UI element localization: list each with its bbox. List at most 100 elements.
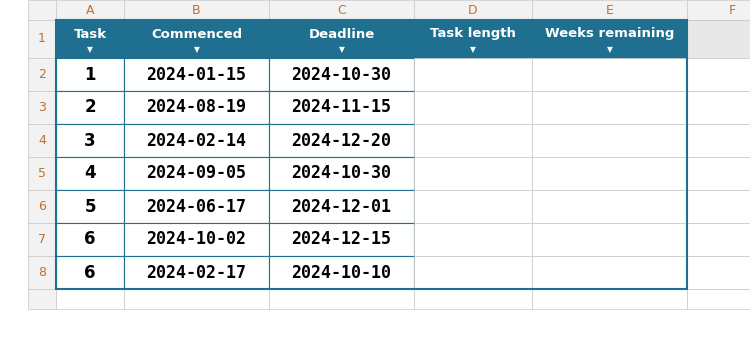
Bar xyxy=(687,20,750,58)
Bar xyxy=(687,190,750,223)
Text: 6: 6 xyxy=(84,264,96,282)
Bar xyxy=(269,91,414,124)
Bar xyxy=(687,289,750,309)
Bar xyxy=(414,157,532,190)
Bar xyxy=(56,20,687,289)
Text: 4: 4 xyxy=(38,134,46,147)
Text: F: F xyxy=(729,3,736,17)
Bar xyxy=(414,256,532,289)
Bar xyxy=(28,289,56,309)
Bar xyxy=(414,289,532,309)
Bar xyxy=(269,58,414,91)
Bar xyxy=(414,91,532,124)
Bar xyxy=(414,223,532,256)
Text: 2024-09-05: 2024-09-05 xyxy=(146,165,247,183)
Text: ▼: ▼ xyxy=(607,45,613,54)
Bar xyxy=(56,91,124,124)
Bar xyxy=(56,58,124,91)
Bar xyxy=(414,190,532,223)
Bar xyxy=(687,124,750,157)
Bar xyxy=(532,0,687,20)
Text: 3: 3 xyxy=(38,101,46,114)
Text: 2024-06-17: 2024-06-17 xyxy=(146,198,247,216)
Bar xyxy=(269,20,414,58)
Text: 5: 5 xyxy=(84,198,96,216)
Bar xyxy=(687,223,750,256)
Bar xyxy=(124,124,269,157)
Bar xyxy=(269,223,414,256)
Bar xyxy=(56,256,124,289)
Bar xyxy=(269,190,414,223)
Bar xyxy=(269,256,414,289)
Bar xyxy=(532,190,687,223)
Bar xyxy=(687,91,750,124)
Text: Deadline: Deadline xyxy=(308,28,375,40)
Text: 6: 6 xyxy=(84,231,96,249)
Text: Task: Task xyxy=(74,28,106,40)
Text: C: C xyxy=(338,3,346,17)
Bar xyxy=(56,0,124,20)
Text: B: B xyxy=(192,3,201,17)
Bar xyxy=(124,256,269,289)
Text: E: E xyxy=(605,3,613,17)
Text: 7: 7 xyxy=(38,233,46,246)
Bar xyxy=(687,256,750,289)
Text: 1: 1 xyxy=(84,66,96,84)
Bar xyxy=(56,157,124,190)
Text: Task length: Task length xyxy=(430,28,516,40)
Bar xyxy=(56,223,124,256)
Text: ▼: ▼ xyxy=(194,45,200,54)
Bar xyxy=(124,0,269,20)
Text: 2: 2 xyxy=(84,99,96,117)
Text: 2024-02-17: 2024-02-17 xyxy=(146,264,247,282)
Text: 2024-11-15: 2024-11-15 xyxy=(292,99,392,117)
Bar xyxy=(532,157,687,190)
Bar xyxy=(124,223,269,256)
Bar xyxy=(124,289,269,309)
Text: ▼: ▼ xyxy=(338,45,344,54)
Text: Commenced: Commenced xyxy=(151,28,242,40)
Text: 2024-12-01: 2024-12-01 xyxy=(292,198,392,216)
Text: ▼: ▼ xyxy=(470,45,476,54)
Bar xyxy=(687,0,750,20)
Bar xyxy=(28,223,56,256)
Bar xyxy=(532,289,687,309)
Bar xyxy=(687,157,750,190)
Bar xyxy=(532,223,687,256)
Bar xyxy=(124,91,269,124)
Bar xyxy=(124,58,269,91)
Bar xyxy=(269,124,414,157)
Bar xyxy=(414,58,532,91)
Text: 2024-12-15: 2024-12-15 xyxy=(292,231,392,249)
Text: D: D xyxy=(468,3,478,17)
Bar xyxy=(532,20,687,58)
Bar xyxy=(28,20,56,58)
Text: 5: 5 xyxy=(38,167,46,180)
Bar xyxy=(124,190,269,223)
Bar xyxy=(56,289,124,309)
Text: A: A xyxy=(86,3,94,17)
Bar xyxy=(414,0,532,20)
Text: 8: 8 xyxy=(38,266,46,279)
Bar xyxy=(124,157,269,190)
Bar xyxy=(28,58,56,91)
Text: ▼: ▼ xyxy=(87,45,93,54)
Bar xyxy=(414,20,532,58)
Text: 2024-10-30: 2024-10-30 xyxy=(292,66,392,84)
Text: 2024-10-10: 2024-10-10 xyxy=(292,264,392,282)
Bar xyxy=(28,256,56,289)
Bar xyxy=(532,256,687,289)
Bar xyxy=(532,91,687,124)
Text: 2024-10-02: 2024-10-02 xyxy=(146,231,247,249)
Text: 1: 1 xyxy=(38,33,46,46)
Bar xyxy=(56,124,124,157)
Bar xyxy=(532,58,687,91)
Bar xyxy=(532,124,687,157)
Bar xyxy=(687,58,750,91)
Bar xyxy=(28,190,56,223)
Bar xyxy=(124,20,269,58)
Text: 6: 6 xyxy=(38,200,46,213)
Text: 2: 2 xyxy=(38,68,46,81)
Text: 4: 4 xyxy=(84,165,96,183)
Bar xyxy=(56,20,124,58)
